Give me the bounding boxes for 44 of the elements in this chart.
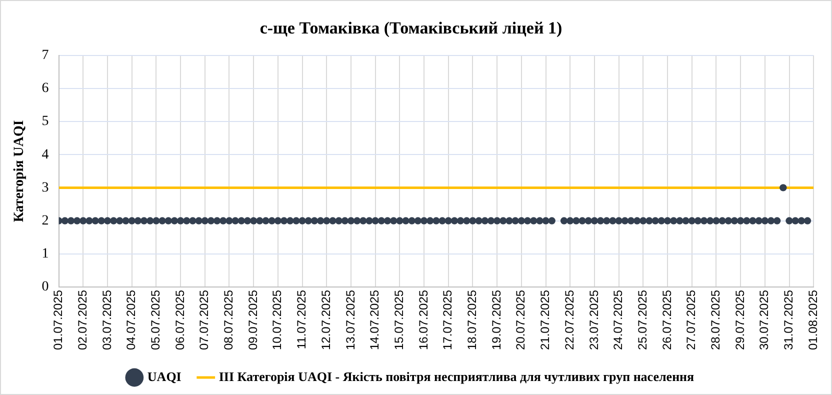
y-tick-label: 6 (42, 81, 49, 96)
x-tick-label: 12.07.2025 (318, 290, 333, 350)
x-tick-label: 30.07.2025 (757, 290, 772, 350)
x-tick-label: 01.08.2025 (806, 290, 820, 350)
y-axis-title: Категорія UAQI (12, 120, 28, 222)
x-tick-label: 25.07.2025 (635, 290, 650, 350)
x-tick-label: 05.07.2025 (148, 290, 163, 350)
x-tick-label: 06.07.2025 (172, 290, 187, 350)
x-tick-label: 16.07.2025 (416, 290, 430, 350)
x-tick-label: 09.07.2025 (246, 290, 260, 350)
x-tick-label: 23.07.2025 (586, 290, 601, 350)
x-tick-label: 20.07.2025 (514, 290, 528, 350)
x-tick-label: 18.07.2025 (465, 290, 480, 350)
x-tick-label: 02.07.2025 (75, 290, 90, 350)
x-tick-label: 08.07.2025 (222, 290, 236, 350)
x-tick-label: 03.07.2025 (100, 290, 114, 350)
x-tick-label: 15.07.2025 (392, 290, 406, 350)
y-tick-label: 2 (42, 213, 49, 228)
y-tick-label: 4 (42, 147, 49, 162)
x-tick-label: 31.07.2025 (782, 290, 796, 350)
x-tick-label: 24.07.2025 (611, 290, 626, 350)
y-tick-label: 7 (42, 48, 49, 64)
x-tick-label: 01.07.2025 (51, 290, 66, 350)
x-tick-label: 14.07.2025 (368, 290, 382, 350)
x-tick-label: 27.07.2025 (684, 290, 698, 350)
legend-label: UAQI (147, 368, 182, 384)
y-tick-label: 3 (42, 180, 49, 196)
y-tick-label: 1 (42, 246, 49, 262)
x-tick-label: 29.07.2025 (732, 290, 747, 350)
x-tick-label: 26.07.2025 (660, 290, 674, 350)
y-tick-label: 5 (42, 114, 49, 130)
x-tick-label: 11.07.2025 (294, 290, 309, 350)
x-tick-label: 19.07.2025 (489, 290, 504, 350)
y-tick-label: 0 (42, 280, 49, 295)
x-tick-label: 07.07.2025 (197, 290, 212, 350)
x-tick-label: 21.07.2025 (538, 290, 552, 350)
x-tick-label: 28.07.2025 (708, 290, 723, 350)
x-tick-label: 10.07.2025 (270, 290, 284, 350)
x-tick-label: 22.07.2025 (562, 290, 576, 350)
x-tick-label: 04.07.2025 (124, 290, 138, 350)
x-tick-label: 17.07.2025 (440, 290, 455, 350)
chart-title: с-ще Томаківка (Томаківський ліцей 1) (260, 18, 562, 38)
x-tick-label: 13.07.2025 (343, 290, 358, 350)
legend-label: III Категорія UAQI - Якість повітря несприятлива для чутливих груп населення (218, 368, 694, 384)
